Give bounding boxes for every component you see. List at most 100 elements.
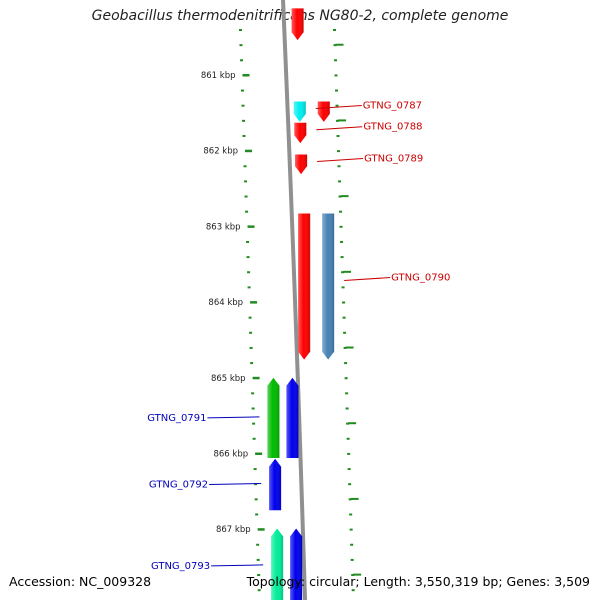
- ruler-minor-tick: [247, 271, 251, 274]
- ruler-minor-tick: [244, 195, 248, 198]
- gene-label-leader: [316, 126, 363, 131]
- ruler-minor-tick: [342, 316, 346, 319]
- ruler-minor-tick: [244, 180, 248, 183]
- ruler-minor-tick: [245, 210, 249, 213]
- ruler-major-tick: [343, 270, 352, 273]
- ruler-minor-tick: [246, 240, 250, 243]
- ruler-minor-tick: [241, 104, 245, 107]
- ruler-minor-tick: [335, 104, 339, 107]
- ruler-left: [239, 29, 265, 592]
- ruler-minor-tick: [334, 59, 338, 62]
- ruler-minor-tick: [250, 362, 254, 365]
- gene-label[interactable]: GTNG_0793: [151, 561, 210, 572]
- gene-label-leader: [317, 157, 364, 162]
- ruler-minor-tick: [351, 574, 355, 577]
- gene-label[interactable]: GTNG_0791: [147, 413, 206, 424]
- ruler-tick-label: 865 kbp: [211, 374, 246, 384]
- ruler-right: [333, 29, 362, 592]
- ruler-minor-tick: [242, 119, 246, 122]
- ruler-minor-tick: [255, 513, 259, 516]
- ruler-minor-tick: [243, 165, 247, 168]
- ruler-minor-tick: [256, 558, 260, 561]
- ruler-minor-tick: [340, 256, 344, 259]
- ruler-minor-tick: [338, 180, 342, 183]
- gene-arrow-shading: [298, 213, 311, 360]
- ruler-minor-tick: [334, 74, 338, 77]
- gene-label-leader: [207, 416, 260, 419]
- ruler-minor-tick: [257, 589, 261, 592]
- ruler-major-tick: [242, 74, 250, 77]
- ruler-minor-tick: [339, 225, 343, 228]
- ruler-minor-tick: [239, 44, 243, 47]
- ruler-minor-tick: [333, 44, 337, 47]
- ruler-minor-tick: [341, 286, 345, 289]
- ruler-major-tick: [348, 422, 357, 425]
- ruler-minor-tick: [349, 513, 353, 516]
- ruler-minor-tick: [338, 195, 342, 198]
- ruler-minor-tick: [247, 286, 251, 289]
- ruler-minor-tick: [346, 422, 350, 425]
- ruler-minor-tick: [337, 165, 341, 168]
- ruler-minor-tick: [333, 29, 336, 31]
- gene-arrow-shading: [294, 122, 307, 144]
- ruler-tick-label: 863 kbp: [206, 222, 241, 232]
- ruler-minor-tick: [241, 89, 245, 92]
- ruler-tick-label: 862 kbp: [203, 147, 238, 157]
- gene-label[interactable]: GTNG_0788: [363, 122, 422, 133]
- ruler-minor-tick: [240, 59, 244, 62]
- gene-label-layer: GTNG_0787 GTNG_0788 GTNG_0789 GTNG_0790 GTNG…: [147, 100, 450, 571]
- gene-label-leader: [344, 277, 391, 282]
- ruler-minor-tick: [251, 392, 255, 395]
- ruler-minor-tick: [249, 331, 253, 334]
- ruler-minor-tick: [339, 210, 343, 213]
- gene-label[interactable]: GTNG_0789: [364, 153, 423, 164]
- ruler-major-tick: [335, 43, 344, 46]
- ruler-minor-tick: [348, 483, 352, 486]
- gene-label[interactable]: GTNG_0787: [363, 100, 422, 111]
- ruler-tick-label: 867 kbp: [216, 525, 251, 535]
- gene-arrow-shading: [271, 528, 284, 600]
- gene-arrow-shading: [291, 8, 304, 41]
- gene-arrow-shading: [295, 154, 308, 175]
- gene-label[interactable]: GTNG_0792: [149, 480, 208, 491]
- ruler-minor-tick: [350, 558, 354, 561]
- ruler-minor-tick: [344, 362, 348, 365]
- ruler-tick-label: 864 kbp: [208, 298, 243, 308]
- ruler-minor-tick: [348, 498, 352, 501]
- ruler-minor-tick: [251, 407, 255, 410]
- ruler-major-tick: [353, 573, 362, 576]
- ruler-minor-tick: [346, 437, 350, 440]
- accession-text: Accession: NC_009328: [9, 574, 152, 589]
- gene-layer: [267, 8, 335, 600]
- ruler-minor-tick: [345, 392, 349, 395]
- gene-arrow-shading: [290, 528, 303, 600]
- ruler-minor-tick: [239, 29, 242, 31]
- gene-label[interactable]: GTNG_0790: [391, 273, 450, 284]
- ruler-minor-tick: [349, 528, 353, 531]
- ruler-minor-tick: [248, 316, 252, 319]
- ruler-minor-tick: [350, 543, 354, 546]
- ruler-minor-tick: [345, 407, 349, 410]
- ruler-major-tick: [255, 452, 263, 455]
- ruler-minor-tick: [337, 150, 341, 153]
- ruler-minor-tick: [249, 346, 253, 349]
- gene-label-leader: [211, 564, 264, 567]
- genome-backbone: [281, 0, 308, 600]
- ruler-minor-tick: [336, 134, 340, 137]
- ruler-minor-tick: [252, 422, 256, 425]
- ruler-minor-tick: [253, 468, 257, 471]
- ruler-major-tick: [338, 119, 347, 122]
- ruler-minor-tick: [252, 437, 256, 440]
- ruler-minor-tick: [351, 589, 355, 592]
- ruler-major-tick: [350, 497, 359, 500]
- ruler-minor-tick: [342, 301, 346, 304]
- ruler-minor-tick: [344, 377, 348, 380]
- gene-arrow-shading: [269, 458, 282, 511]
- gene-arrow-shading: [322, 213, 335, 360]
- ruler-minor-tick: [335, 89, 339, 92]
- ruler-minor-tick: [257, 574, 261, 577]
- gene-arrow-shading: [317, 101, 330, 122]
- ruler-major-tick: [245, 149, 253, 153]
- gene-label-leader: [209, 483, 262, 486]
